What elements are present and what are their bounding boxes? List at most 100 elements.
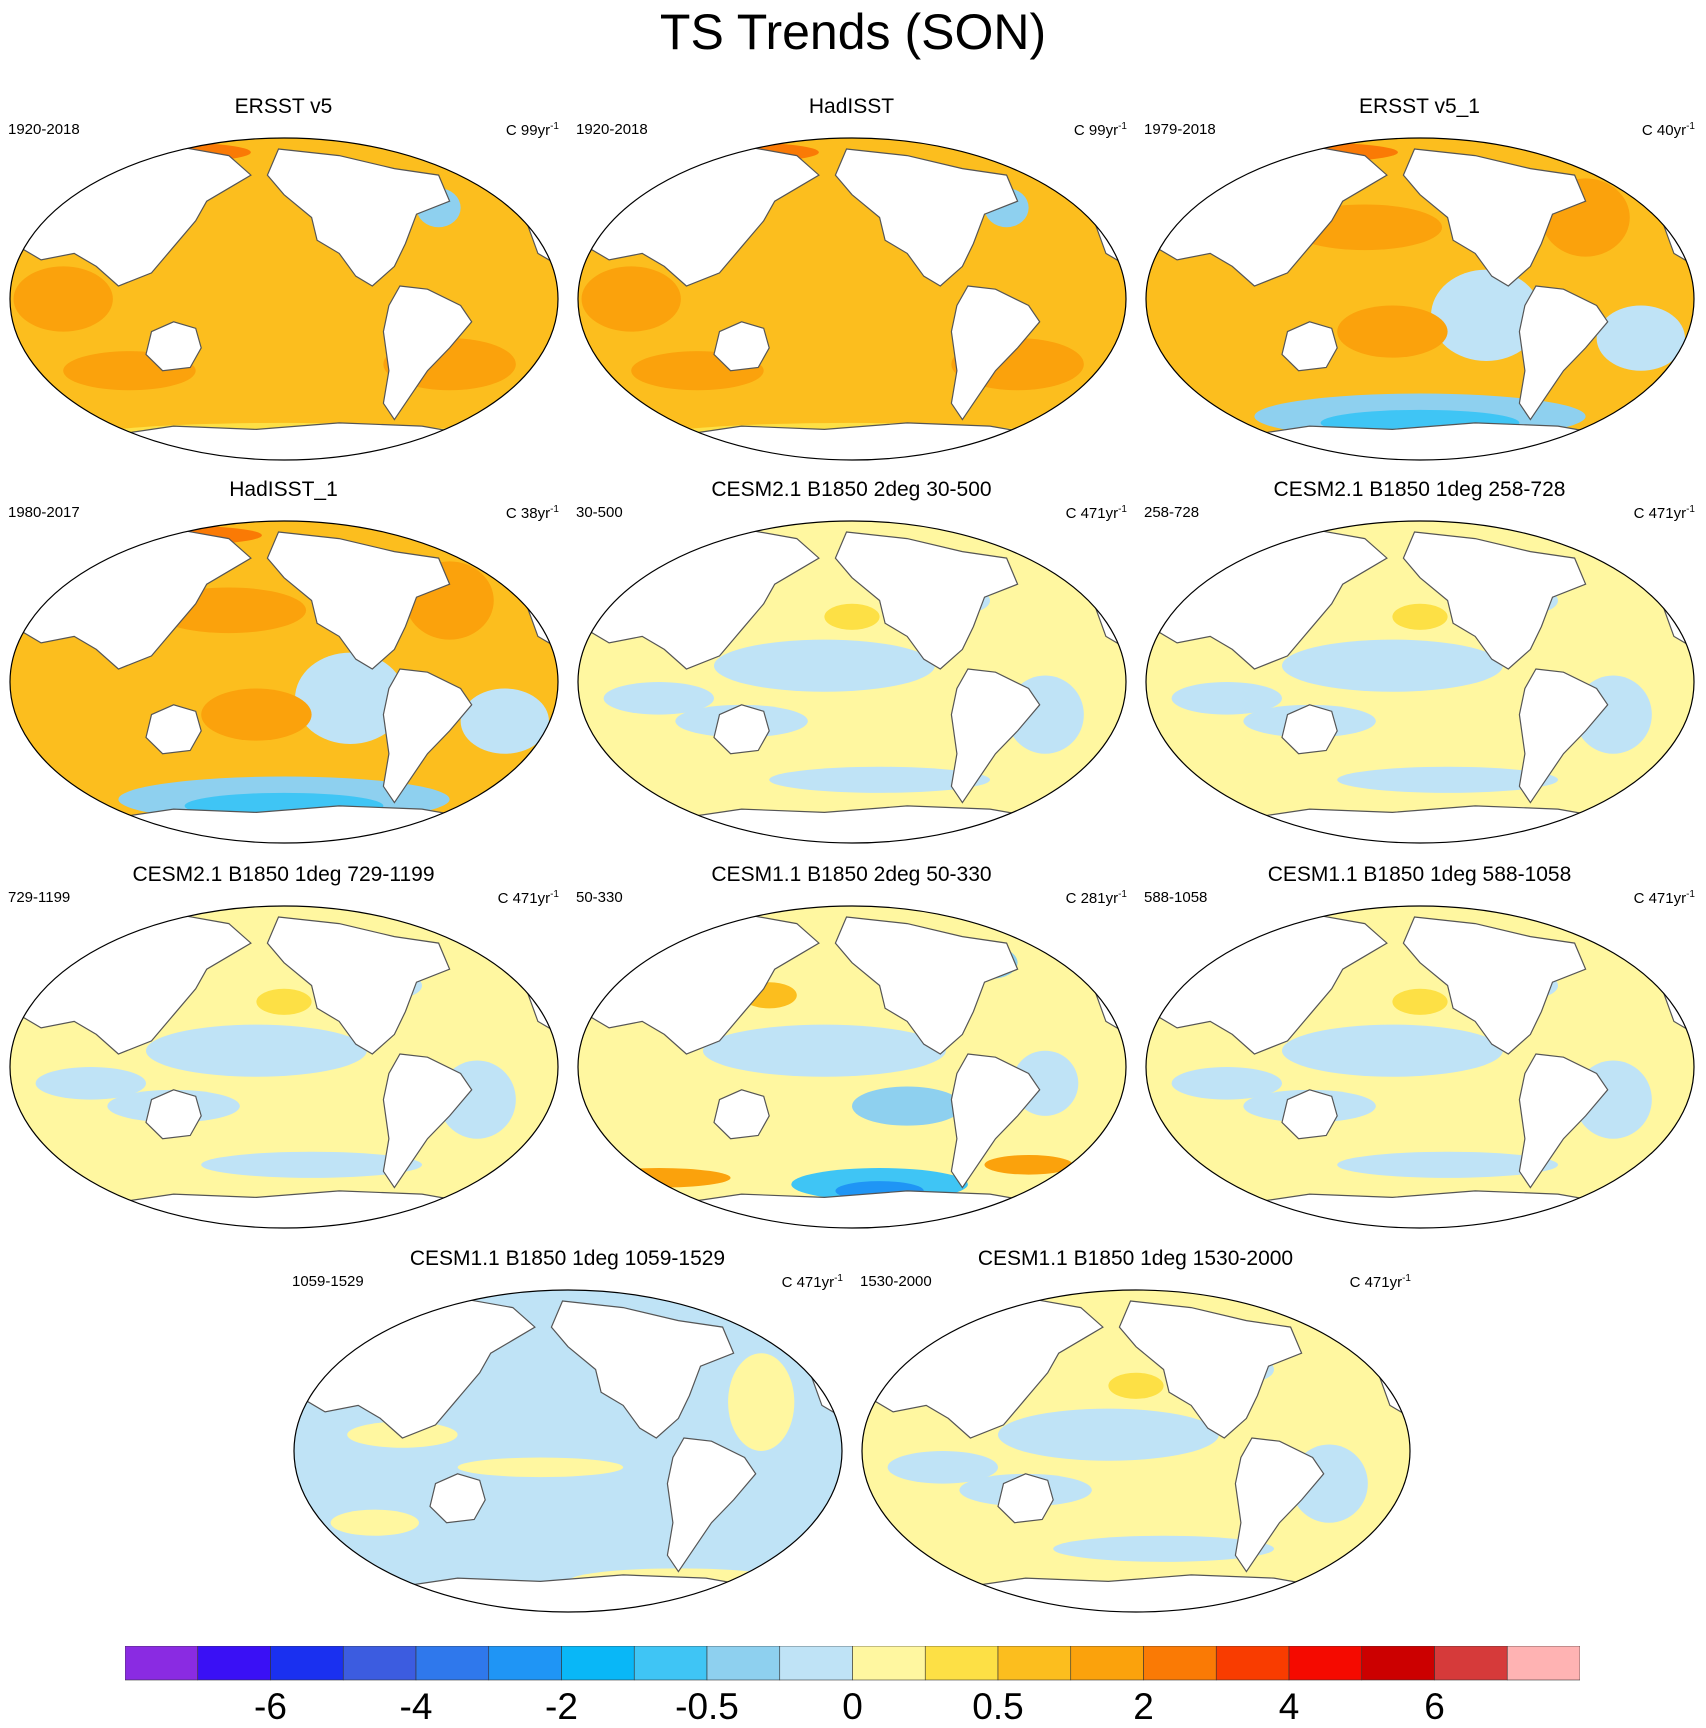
land-northAmerica — [1402, 916, 1587, 1055]
units-text: C 40yr — [1641, 122, 1687, 139]
colorbar-swatch — [633, 1646, 708, 1681]
colorbar-label: -0.5 — [675, 1686, 739, 1727]
colorbar-swatch — [270, 1646, 344, 1681]
colorbar-labels: -6 -4 -2 -0.5 0 0.5 2 4 6 — [0, 1688, 1706, 1728]
panel-p10: CESM1.1 B1850 1deg 1059-1529 1059-1529 C 4… — [284, 1246, 851, 1618]
units-exponent: -1 — [1118, 504, 1127, 515]
land-greenland — [1323, 1293, 1375, 1335]
trend-region — [1282, 639, 1503, 692]
land-southAmerica — [950, 1053, 1041, 1189]
land-antarctica — [674, 422, 1047, 460]
map-p5 — [577, 520, 1127, 844]
land-greenland — [1607, 524, 1659, 566]
land-australia — [713, 1089, 770, 1140]
colorbar-swatch — [1361, 1646, 1435, 1681]
map-p7 — [9, 905, 559, 1229]
units-text: C 471yr — [497, 890, 551, 907]
land-southAmerica — [1518, 1053, 1609, 1189]
period-label: 1979-2018 — [1144, 121, 1216, 138]
colorbar-label: -2 — [545, 1686, 578, 1727]
panel-p2: HadISST 1920-2018 C 99yr-1 — [568, 94, 1135, 466]
map-p6 — [1145, 520, 1695, 844]
panel-p5: CESM2.1 B1850 2deg 30-500 30-500 C 471yr-1 — [568, 477, 1135, 849]
units-exponent: -1 — [550, 121, 559, 132]
trend-region — [887, 1451, 998, 1484]
land-australia — [713, 321, 770, 372]
trend-region — [769, 766, 990, 793]
land-australia — [713, 704, 770, 755]
units-exponent: -1 — [550, 504, 559, 515]
trend-region — [1171, 682, 1282, 715]
trend-region — [1392, 988, 1448, 1015]
trend-region — [35, 1067, 146, 1100]
colorbar-swatch — [1070, 1646, 1144, 1681]
units-text: C 471yr — [1633, 505, 1687, 522]
units-exponent: -1 — [1686, 504, 1695, 515]
units-text: C 471yr — [781, 1274, 835, 1291]
trend-region — [295, 652, 406, 744]
panel-title: CESM1.1 B1850 1deg 1059-1529 — [409, 1247, 726, 1270]
colorbar-label: 4 — [1278, 1686, 1300, 1727]
land-southAmerica — [950, 668, 1041, 804]
period-label: 258-728 — [1144, 504, 1200, 521]
period-label: 1920-2018 — [8, 121, 80, 138]
map-border — [293, 1289, 843, 1613]
panel-title: CESM1.1 B1850 2deg 50-330 — [711, 863, 992, 886]
units-label: C 38yr-1 — [506, 501, 559, 523]
colorbar-swatch — [779, 1646, 853, 1681]
colorbar-label: 6 — [1424, 1686, 1445, 1727]
trend-region — [1053, 1535, 1274, 1562]
trend-region — [256, 988, 312, 1015]
panel-title: CESM2.1 B1850 1deg 258-728 — [1273, 478, 1566, 501]
colorbar-swatch — [1288, 1646, 1363, 1681]
colorbar-label: 0 — [842, 1686, 863, 1727]
period-label: 1920-2018 — [576, 121, 648, 138]
map-border — [9, 137, 559, 461]
period-label: 1980-2017 — [8, 504, 80, 521]
panel-title: CESM1.1 B1850 1deg 588-1058 — [1267, 863, 1572, 886]
units-text: C 38yr — [505, 505, 551, 522]
period-label: 1530-2000 — [860, 1273, 932, 1290]
trend-region — [1431, 269, 1542, 361]
trend-region — [201, 1151, 422, 1178]
map-border — [9, 905, 559, 1229]
land-antarctica — [674, 805, 1047, 843]
units-exponent: -1 — [1686, 889, 1695, 900]
map-p10 — [293, 1289, 843, 1613]
land-antarctica — [106, 422, 479, 460]
units-exponent: -1 — [1402, 1273, 1411, 1284]
units-label: C 471yr-1 — [1634, 501, 1695, 523]
trend-region — [587, 1168, 731, 1188]
map-p11 — [861, 1289, 1411, 1613]
panel-p1: ERSST v5 1920-2018 C 99yr-1 — [0, 94, 567, 466]
trend-region — [824, 603, 880, 630]
units-label: C 471yr-1 — [1634, 886, 1695, 908]
units-label: C 471yr-1 — [498, 886, 559, 908]
land-northAmerica — [1118, 1300, 1303, 1439]
colorbar-label: 0.5 — [972, 1686, 1024, 1727]
panel-title: HadISST — [808, 95, 895, 118]
land-greenland — [1039, 524, 1091, 566]
units-exponent: -1 — [1118, 121, 1127, 132]
units-text: C 99yr — [1073, 122, 1119, 139]
panel-p8: CESM1.1 B1850 2deg 50-330 50-330 C 281yr-1 — [568, 862, 1135, 1234]
land-southAmerica — [382, 668, 473, 804]
colorbar-swatch — [125, 1646, 199, 1681]
colorbar-swatch — [488, 1646, 562, 1681]
units-text: C 471yr — [1065, 505, 1119, 522]
map-border — [1145, 137, 1695, 461]
colorbar-swatch — [561, 1646, 635, 1681]
map-p3 — [1145, 137, 1695, 461]
panel-title: CESM1.1 B1850 1deg 1530-2000 — [977, 1247, 1294, 1270]
trend-region — [1337, 305, 1448, 358]
units-text: C 471yr — [1633, 890, 1687, 907]
map-p2 — [577, 137, 1127, 461]
land-greenland — [471, 909, 523, 951]
land-antarctica — [958, 1574, 1331, 1612]
units-exponent: -1 — [550, 889, 559, 900]
trend-region — [998, 1408, 1219, 1461]
land-australia — [145, 704, 202, 755]
land-southAmerica — [666, 1437, 757, 1573]
panel-title: HadISST_1 — [229, 478, 338, 501]
trend-region — [146, 1024, 367, 1077]
